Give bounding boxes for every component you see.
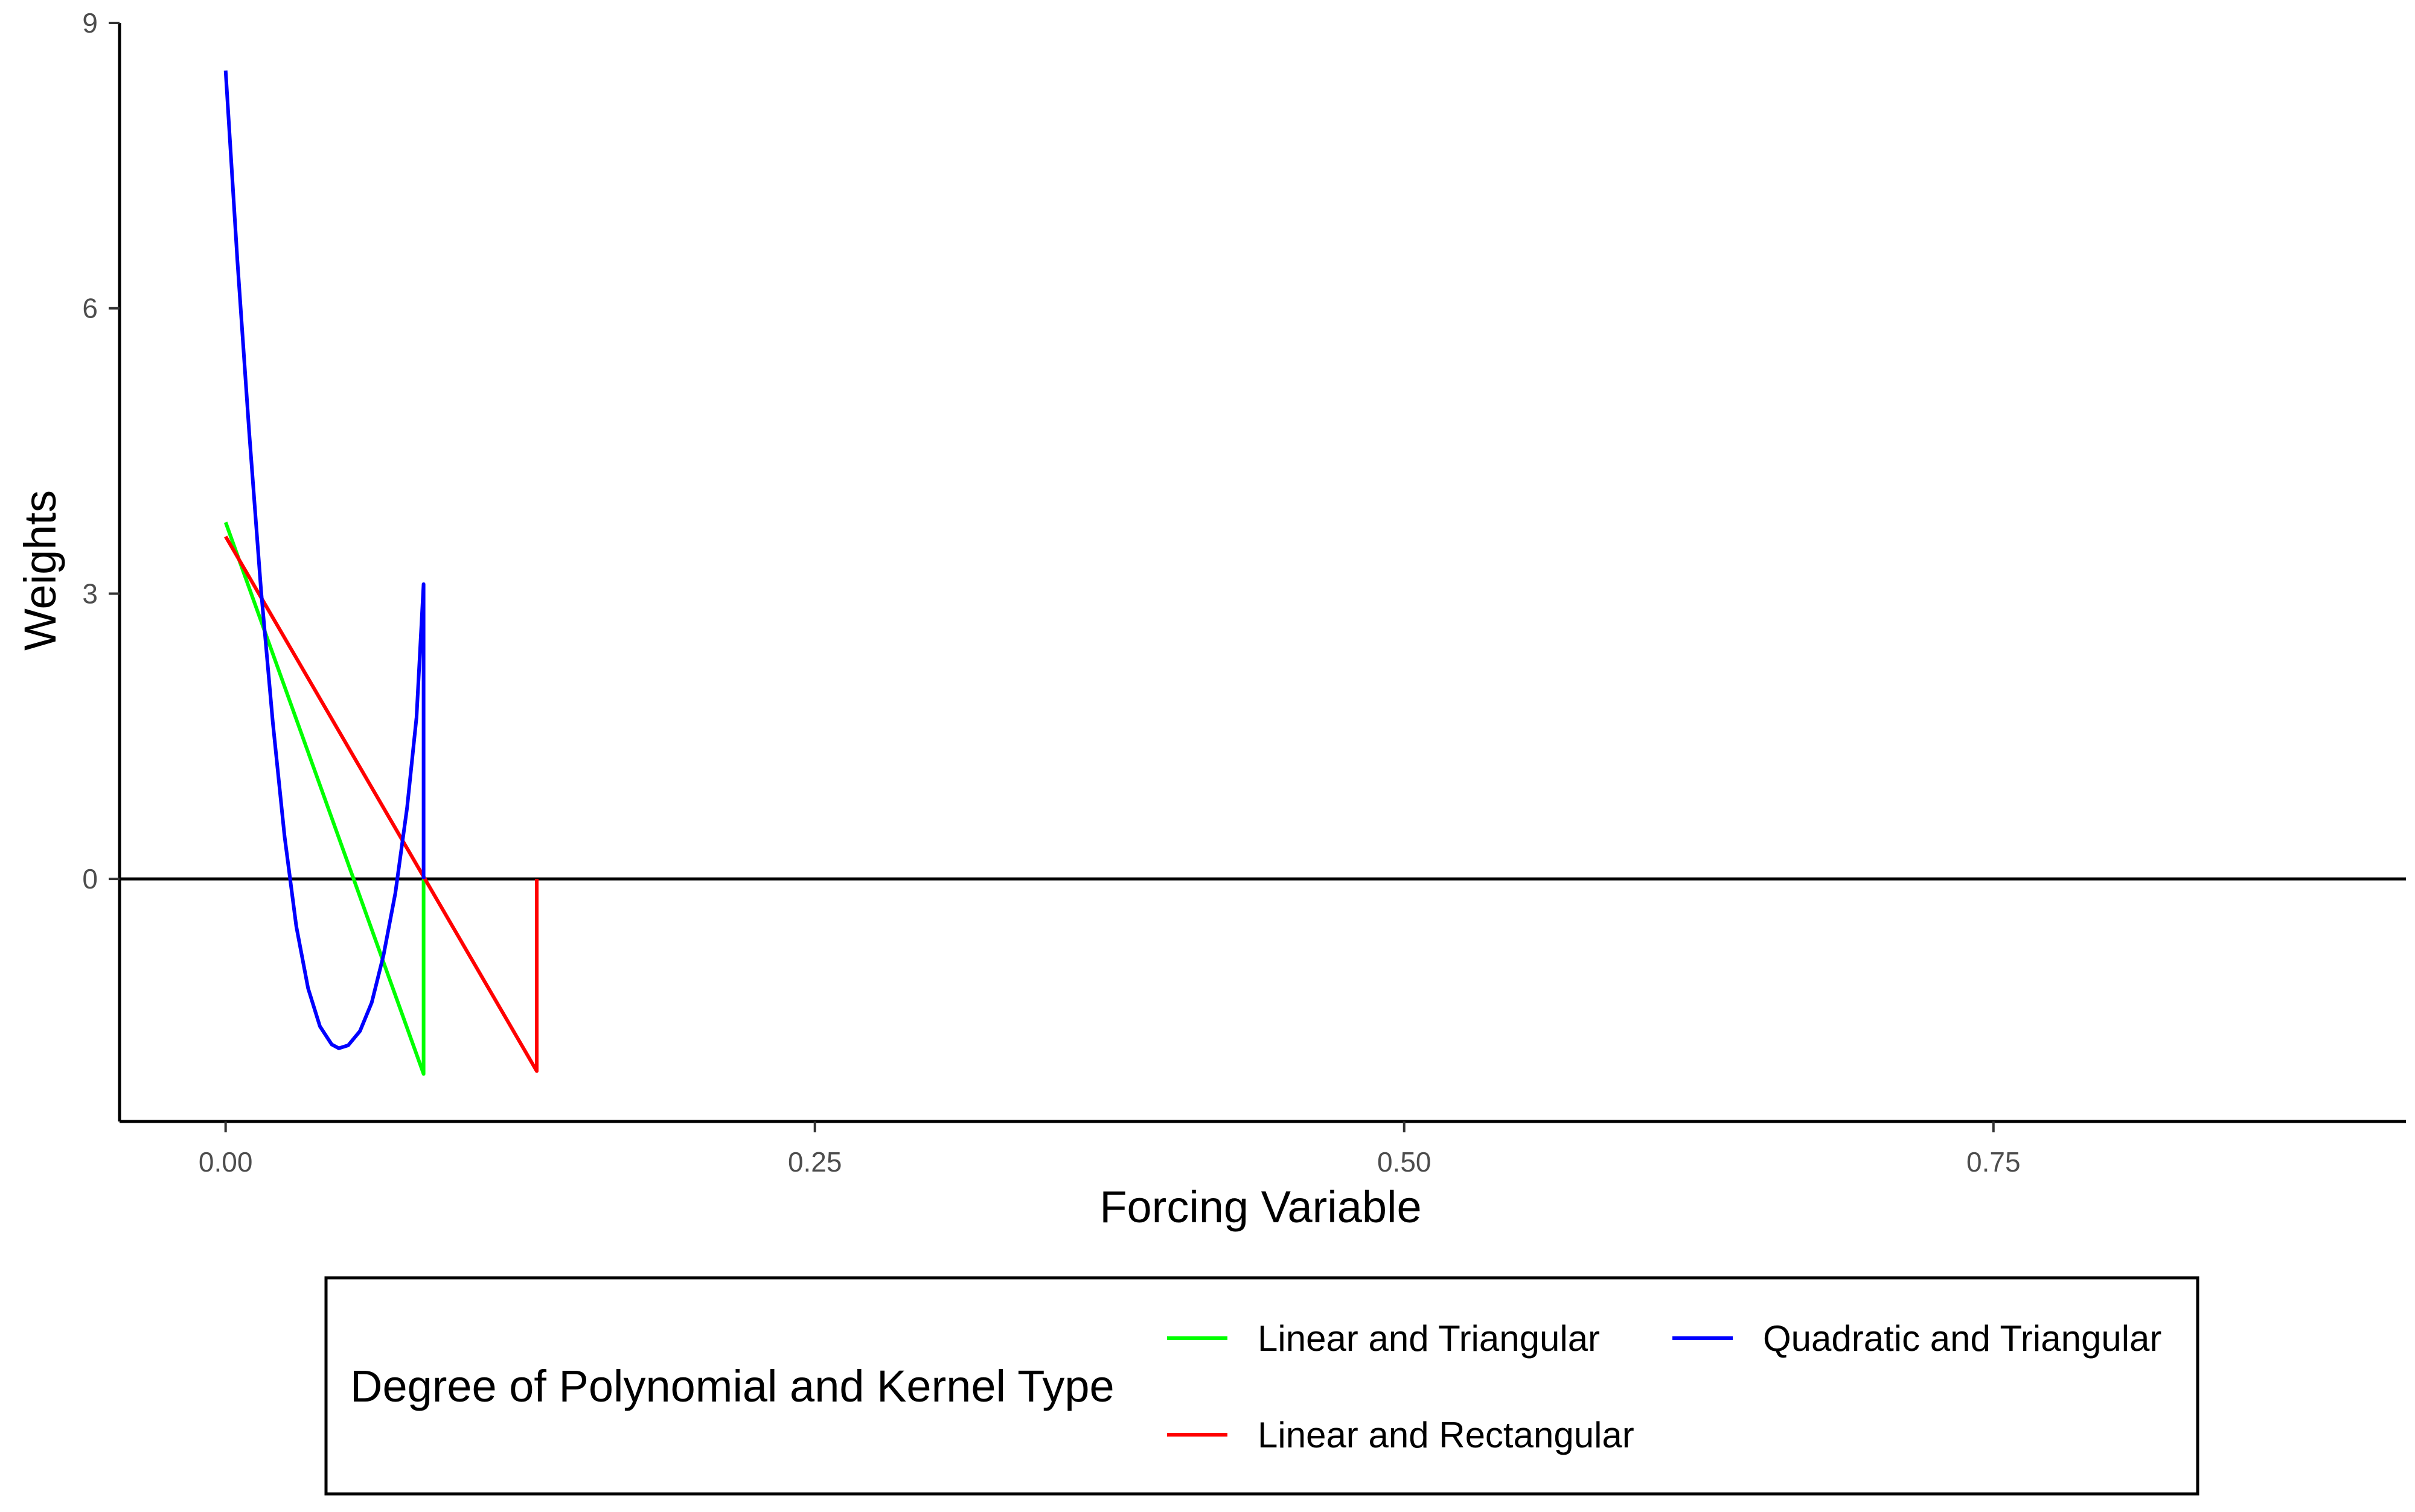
series-line-1 [223,522,426,1076]
legend: Degree of Polynomial and Kernel Type Lin… [324,1276,2199,1496]
legend-box [324,1276,2199,1496]
axis-labels: Forcing Variable Weights [15,490,1422,1232]
y-tick-label: 3 [82,578,98,609]
x-tick-label: 0.50 [1377,1146,1431,1178]
series-line-2 [224,535,539,1073]
y-tick-label: 9 [82,7,98,39]
y-tick-label: 0 [82,863,98,895]
x-tick-label: 0.25 [788,1146,842,1178]
y-tick-label: 6 [82,293,98,324]
y-axis-title: Weights [15,490,65,651]
x-tick-label: 0.75 [1966,1146,2021,1178]
x-axis-title: Forcing Variable [1099,1182,1421,1232]
x-tick-label: 0.00 [199,1146,253,1178]
legend-label-3: Quadratic and Triangular [1763,1318,2161,1359]
legend-title: Degree of Polynomial and Kernel Type [350,1361,1115,1411]
legend-label-2: Linear and Rectangular [1258,1415,1634,1455]
legend-label-1: Linear and Triangular [1258,1318,1600,1359]
series-layer [223,70,539,1076]
axes: 0 3 6 9 0.00 0.25 0.50 0.75 [82,7,2406,1178]
series-line-3 [223,70,426,1050]
